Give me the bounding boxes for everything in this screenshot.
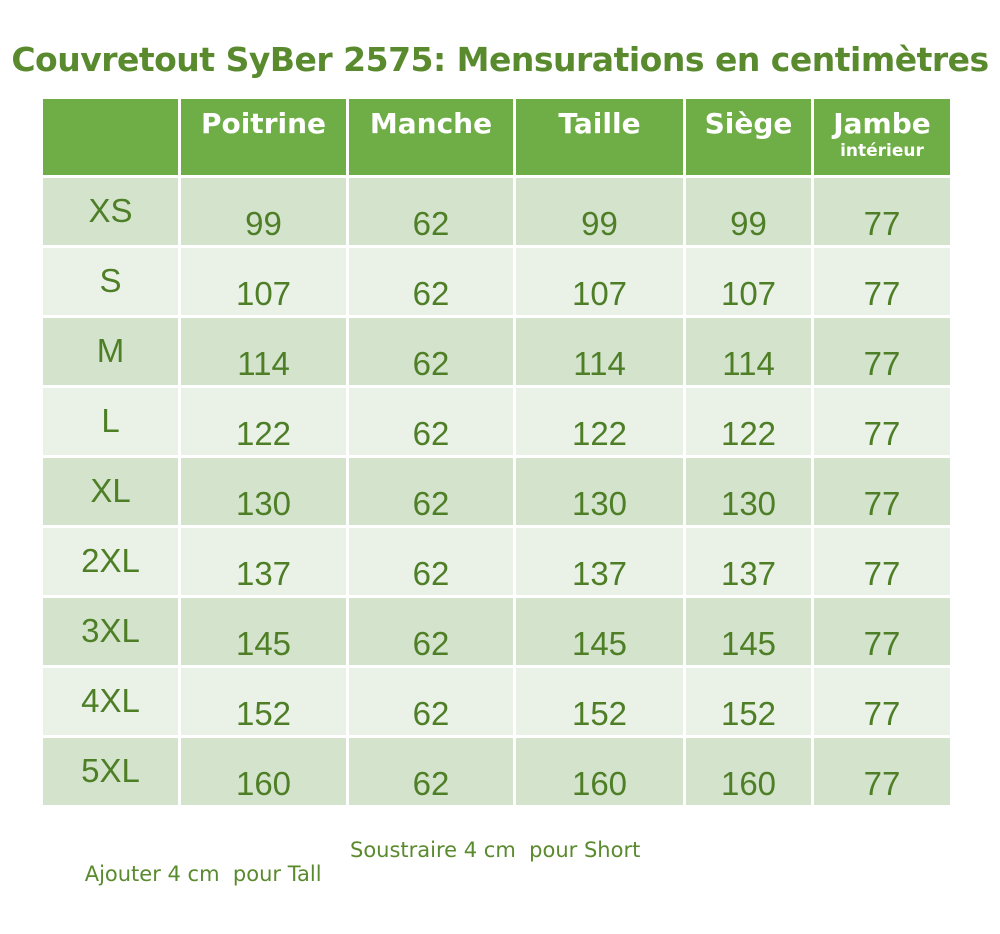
table-row: 3XL 145 62 145 145 77 <box>43 598 950 665</box>
taille-cell: 160 <box>516 738 683 805</box>
taille-cell: 107 <box>516 248 683 315</box>
footnote-tall: Ajouter 4 cm pour Tall <box>84 862 322 886</box>
size-label-cell: 4XL <box>43 668 178 735</box>
taille-cell: 114 <box>516 318 683 385</box>
siege-cell: 99 <box>686 178 811 245</box>
size-label-cell: 2XL <box>43 528 178 595</box>
size-label-cell: 5XL <box>43 738 178 805</box>
footnote: Ajouter 4 cm pour Tall Soustraire 4 cm p… <box>58 838 641 934</box>
size-label-cell: XL <box>43 458 178 525</box>
header-row: Poitrine Manche Taille Siège Jambe intér… <box>43 99 950 175</box>
size-table: Poitrine Manche Taille Siège Jambe intér… <box>40 96 953 808</box>
size-label-cell: 3XL <box>43 598 178 665</box>
footnote-short: Soustraire 4 cm pour Short <box>350 838 641 862</box>
manche-cell: 62 <box>349 668 513 735</box>
taille-cell: 122 <box>516 388 683 455</box>
siege-cell: 130 <box>686 458 811 525</box>
table-row: 2XL 137 62 137 137 77 <box>43 528 950 595</box>
page-title: Couvretout SyBer 2575: Mensurations en c… <box>11 40 989 79</box>
jambe-cell: 77 <box>814 738 950 805</box>
manche-cell: 62 <box>349 738 513 805</box>
table-row: S 107 62 107 107 77 <box>43 248 950 315</box>
header-siege: Siège <box>686 99 811 175</box>
size-label-cell: M <box>43 318 178 385</box>
header-manche: Manche <box>349 99 513 175</box>
poitrine-cell: 99 <box>181 178 346 245</box>
poitrine-cell: 114 <box>181 318 346 385</box>
poitrine-cell: 137 <box>181 528 346 595</box>
table-row: M 114 62 114 114 77 <box>43 318 950 385</box>
poitrine-cell: 145 <box>181 598 346 665</box>
siege-cell: 122 <box>686 388 811 455</box>
poitrine-cell: 160 <box>181 738 346 805</box>
jambe-cell: 77 <box>814 248 950 315</box>
manche-cell: 62 <box>349 598 513 665</box>
table-row: L 122 62 122 122 77 <box>43 388 950 455</box>
siege-cell: 160 <box>686 738 811 805</box>
taille-cell: 152 <box>516 668 683 735</box>
taille-cell: 145 <box>516 598 683 665</box>
taille-cell: 99 <box>516 178 683 245</box>
jambe-cell: 77 <box>814 668 950 735</box>
header-jambe-sub: intérieur <box>840 141 924 161</box>
size-label-cell: XS <box>43 178 178 245</box>
size-chart-page: Couvretout SyBer 2575: Mensurations en c… <box>11 40 989 886</box>
siege-cell: 137 <box>686 528 811 595</box>
taille-cell: 130 <box>516 458 683 525</box>
header-size <box>43 99 178 175</box>
manche-cell: 62 <box>349 528 513 595</box>
siege-cell: 107 <box>686 248 811 315</box>
jambe-cell: 77 <box>814 388 950 455</box>
manche-cell: 62 <box>349 388 513 455</box>
manche-cell: 62 <box>349 178 513 245</box>
size-label-cell: L <box>43 388 178 455</box>
header-taille: Taille <box>516 99 683 175</box>
size-label-cell: S <box>43 248 178 315</box>
poitrine-cell: 107 <box>181 248 346 315</box>
table-row: XS 99 62 99 99 77 <box>43 178 950 245</box>
jambe-cell: 77 <box>814 178 950 245</box>
header-jambe: Jambe intérieur <box>814 99 950 175</box>
taille-cell: 137 <box>516 528 683 595</box>
manche-cell: 62 <box>349 318 513 385</box>
jambe-cell: 77 <box>814 318 950 385</box>
table-row: XL 130 62 130 130 77 <box>43 458 950 525</box>
manche-cell: 62 <box>349 458 513 525</box>
manche-cell: 62 <box>349 248 513 315</box>
table-row: 5XL 160 62 160 160 77 <box>43 738 950 805</box>
siege-cell: 114 <box>686 318 811 385</box>
siege-cell: 145 <box>686 598 811 665</box>
siege-cell: 152 <box>686 668 811 735</box>
poitrine-cell: 152 <box>181 668 346 735</box>
table-row: 4XL 152 62 152 152 77 <box>43 668 950 735</box>
jambe-cell: 77 <box>814 598 950 665</box>
poitrine-cell: 130 <box>181 458 346 525</box>
header-poitrine: Poitrine <box>181 99 346 175</box>
jambe-cell: 77 <box>814 458 950 525</box>
poitrine-cell: 122 <box>181 388 346 455</box>
jambe-cell: 77 <box>814 528 950 595</box>
